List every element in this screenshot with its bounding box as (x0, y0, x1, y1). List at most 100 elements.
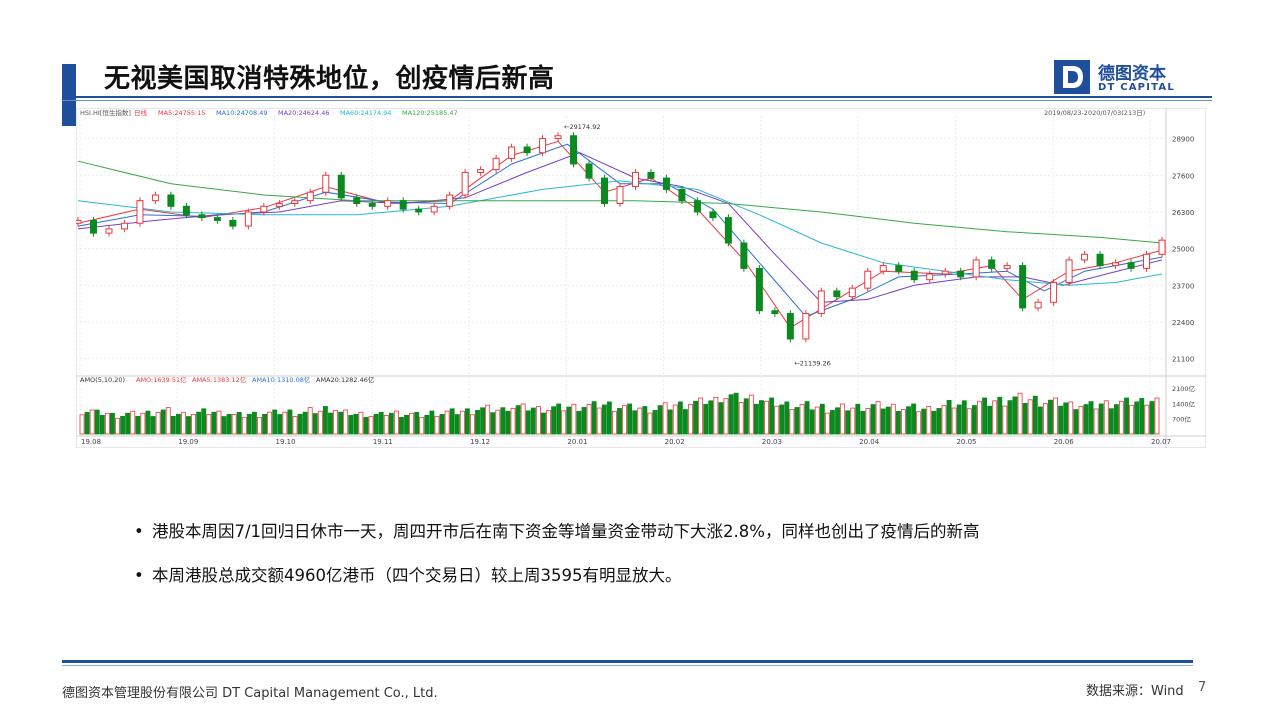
volume-bar (723, 398, 729, 435)
volume-bar (343, 409, 349, 435)
candle-body (1127, 262, 1135, 269)
title-accent-bar (62, 64, 76, 126)
volume-bar (835, 407, 840, 435)
candle-body (89, 219, 97, 234)
volume-bar (708, 400, 714, 435)
volume-bar (566, 406, 572, 435)
volume-bar (860, 410, 866, 435)
volume-bar (895, 410, 901, 435)
candle-body (120, 222, 128, 230)
volume-bar (1002, 405, 1008, 435)
volume-bar (911, 403, 917, 435)
volume-bar (1073, 409, 1079, 435)
volume-bar (409, 412, 415, 435)
high-label: ←29174.92 (564, 123, 600, 131)
volume-bar (1134, 401, 1140, 435)
volume-bar (312, 413, 318, 435)
volume-bar (561, 410, 567, 435)
volume-bar (348, 415, 354, 435)
candle-body (662, 177, 670, 190)
footer-divider (62, 660, 1193, 663)
volume-bar (1022, 402, 1028, 435)
volume-bar (759, 400, 764, 435)
volume-bar (743, 398, 749, 435)
candle-body (957, 270, 965, 278)
candle-body (724, 217, 732, 244)
volume-bar (1154, 397, 1160, 435)
y-tick-label: 25000 (1172, 246, 1194, 254)
candle-body (755, 267, 763, 312)
volume-bar (926, 406, 932, 435)
volume-bar (322, 406, 328, 435)
volume-bar (951, 407, 957, 435)
volume-bar (206, 414, 212, 435)
x-tick-label: 19.10 (276, 438, 296, 446)
logo-text-cn: 德图资本 (1098, 64, 1166, 84)
volume-bar (236, 411, 242, 435)
volume-bar (120, 415, 126, 435)
volume-bar (1078, 406, 1084, 435)
volume-bar (216, 410, 222, 435)
volume-bar (1007, 400, 1013, 435)
volume-bar (906, 406, 911, 435)
volume-bar (571, 403, 577, 435)
volume-bar (175, 413, 181, 435)
volume-bar (804, 401, 810, 435)
volume-bar (688, 404, 693, 435)
volume-bar (246, 413, 252, 435)
volume-bar (130, 410, 136, 435)
volume-bar (799, 404, 805, 435)
volume-bar (966, 408, 972, 435)
volume-bar (490, 412, 496, 435)
candle-body (786, 313, 794, 340)
x-tick-label: 19.09 (178, 438, 198, 446)
volume-legend-item: AMA5:1383.12亿 (192, 375, 247, 384)
volume-tick-label: 700亿 (1172, 415, 1191, 424)
volume-bar (1093, 408, 1099, 435)
candle-body (275, 202, 283, 207)
candle-body (399, 200, 407, 210)
ma-legend-item: MA60:24174.94 (340, 109, 392, 117)
volume-bar (627, 403, 633, 435)
volume-bar (1027, 399, 1033, 435)
candle-body (585, 163, 593, 179)
x-tick-label: 19.08 (81, 438, 101, 446)
volume-bar (606, 401, 612, 435)
volume-bar (1037, 406, 1043, 435)
candle-body (1019, 265, 1027, 309)
volume-bar (1068, 401, 1074, 435)
volume-bar (363, 417, 369, 435)
y-tick-label: 28900 (1172, 136, 1194, 144)
volume-legend-item: AMO:1639.51亿 (136, 375, 187, 384)
y-tick-label: 22400 (1172, 319, 1194, 327)
volume-bar (541, 412, 546, 435)
volume-bar (728, 394, 734, 435)
volume-bar (693, 400, 698, 435)
candle-body (879, 265, 887, 272)
title-divider (62, 96, 1212, 98)
symbol-label: HSI.HI[恒生指数] (80, 108, 131, 117)
volume-bar (753, 403, 759, 435)
volume-legend-item: AMA20:1282.46亿 (316, 375, 375, 384)
volume-bar (267, 411, 273, 435)
volume-bar (794, 407, 800, 435)
volume-bar (855, 403, 861, 435)
volume-bar (870, 404, 876, 435)
candle-body (570, 135, 578, 165)
volume-legend-item: AMA10:1310.08亿 (252, 375, 311, 384)
y-tick-label: 27600 (1172, 172, 1194, 180)
candle-body (105, 228, 113, 234)
volume-bar (373, 413, 379, 435)
candle-body (430, 205, 438, 213)
volume-bar (201, 408, 207, 435)
volume-bar (135, 415, 141, 435)
volume-bar (79, 414, 85, 435)
candle-body (1034, 301, 1042, 309)
x-tick-label: 20.01 (567, 438, 587, 446)
candle-body (368, 202, 376, 207)
candle-body (926, 273, 934, 281)
d-letter-logo-icon (1054, 60, 1090, 94)
volume-bar (591, 401, 597, 435)
volume-bar (941, 405, 947, 435)
candle-body (1158, 239, 1166, 255)
